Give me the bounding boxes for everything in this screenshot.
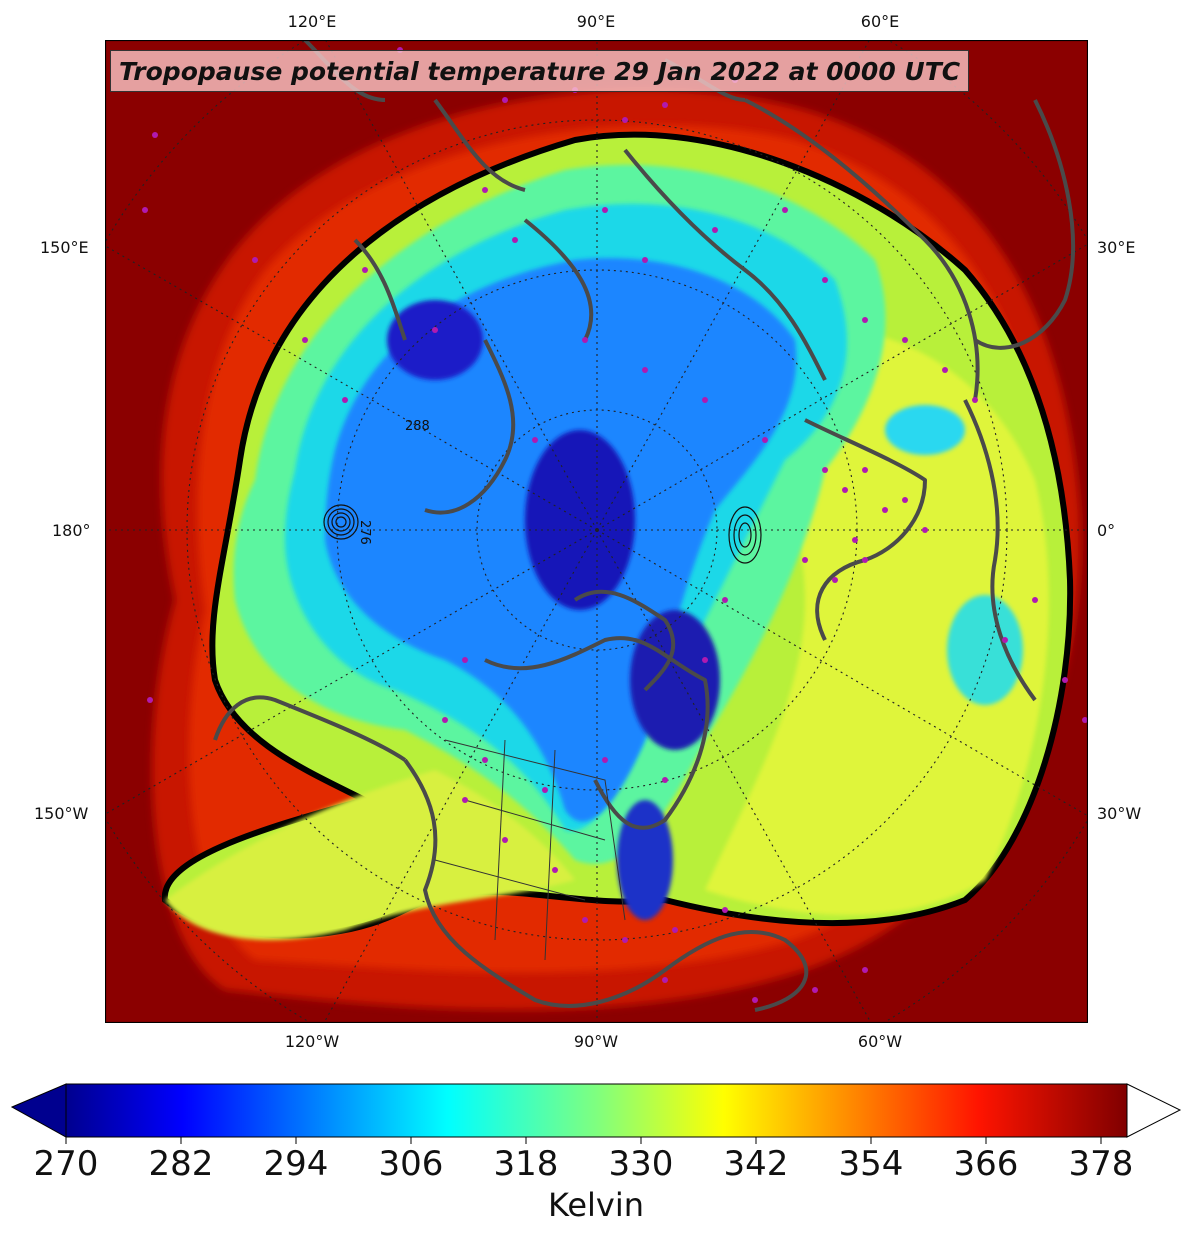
- colorbar-ticks: [65, 1137, 1102, 1144]
- contour-label-288: 288: [405, 419, 430, 434]
- tropopause-map: 276 288: [105, 40, 1088, 1023]
- cbar-tick-282: 282: [148, 1144, 214, 1184]
- deep-blue-core-1: [387, 300, 483, 380]
- label-bottom-60w: 60°W: [857, 1032, 903, 1051]
- label-bottom-90w: 90°W: [573, 1032, 619, 1051]
- colorbar: [10, 1083, 1182, 1144]
- low-contours-right: [728, 506, 762, 564]
- colorbar-unit-label: Kelvin: [547, 1186, 645, 1224]
- cbar-tick-306: 306: [378, 1144, 444, 1184]
- contour-label-276: 276: [357, 520, 372, 545]
- colorbar-extend-high: [1126, 1083, 1182, 1138]
- label-top-60e: 60°E: [860, 12, 900, 31]
- cbar-tick-318: 318: [493, 1144, 559, 1184]
- station-markers: [142, 47, 1088, 1003]
- political-boundaries: [434, 739, 626, 961]
- map-title: Tropopause potential temperature 29 Jan …: [110, 50, 970, 92]
- cbar-tick-270: 270: [33, 1144, 99, 1184]
- map-border: [105, 40, 1088, 1023]
- cbar-tick-366: 366: [953, 1144, 1019, 1184]
- cbar-tick-378: 378: [1068, 1144, 1134, 1184]
- label-left-150e: 150°E: [40, 238, 89, 257]
- label-right-0: 0°: [1097, 521, 1116, 540]
- colorbar-extend-low: [10, 1083, 67, 1138]
- cyan-patch-right: [885, 405, 965, 455]
- label-left-150w: 150°W: [34, 804, 89, 823]
- cyan-patch-right-2: [947, 595, 1023, 705]
- label-top-120e: 120°E: [287, 12, 337, 31]
- deep-blue-core-4: [617, 800, 673, 920]
- map-frame: 276 288: [105, 40, 1088, 1023]
- label-top-90e: 90°E: [576, 12, 616, 31]
- cbar-tick-342: 342: [723, 1144, 789, 1184]
- label-left-180: 180°: [52, 521, 91, 540]
- low-contours-left: [323, 504, 359, 540]
- label-right-30w: 30°W: [1097, 804, 1142, 823]
- label-bottom-120w: 120°W: [284, 1032, 340, 1051]
- deep-blue-core-3: [630, 610, 720, 750]
- cbar-tick-294: 294: [263, 1144, 329, 1184]
- graticule: [105, 40, 1088, 1023]
- colorbar-gradient: [65, 1083, 1128, 1138]
- label-right-30e: 30°E: [1097, 238, 1136, 257]
- cbar-tick-330: 330: [608, 1144, 674, 1184]
- yellow-tongue: [165, 770, 575, 940]
- cbar-tick-354: 354: [838, 1144, 904, 1184]
